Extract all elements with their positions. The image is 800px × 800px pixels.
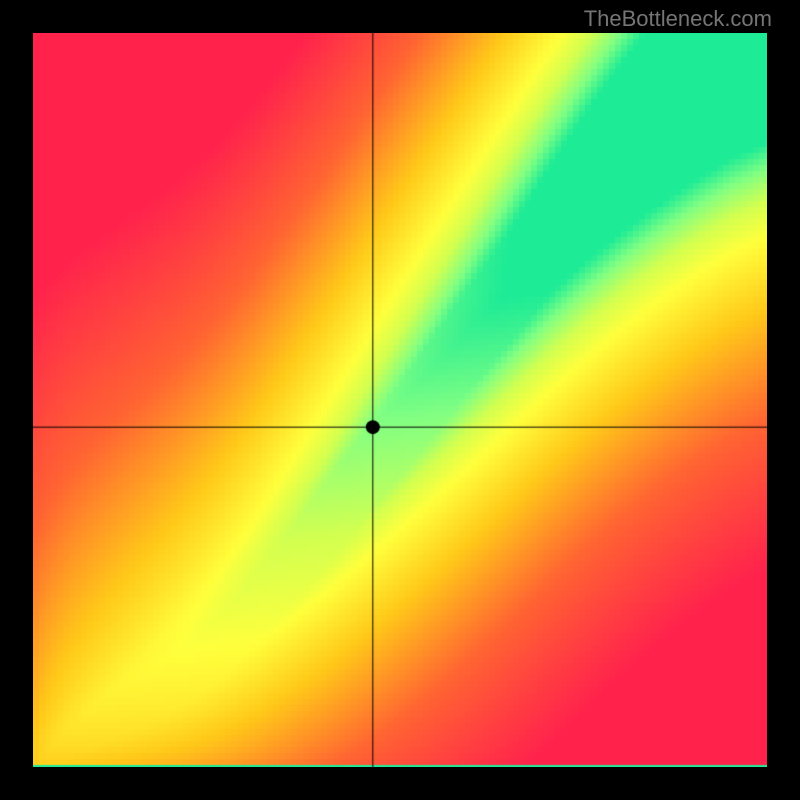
chart-container: TheBottleneck.com bbox=[0, 0, 800, 800]
bottleneck-heatmap bbox=[33, 33, 767, 767]
watermark-label: TheBottleneck.com bbox=[584, 6, 772, 32]
